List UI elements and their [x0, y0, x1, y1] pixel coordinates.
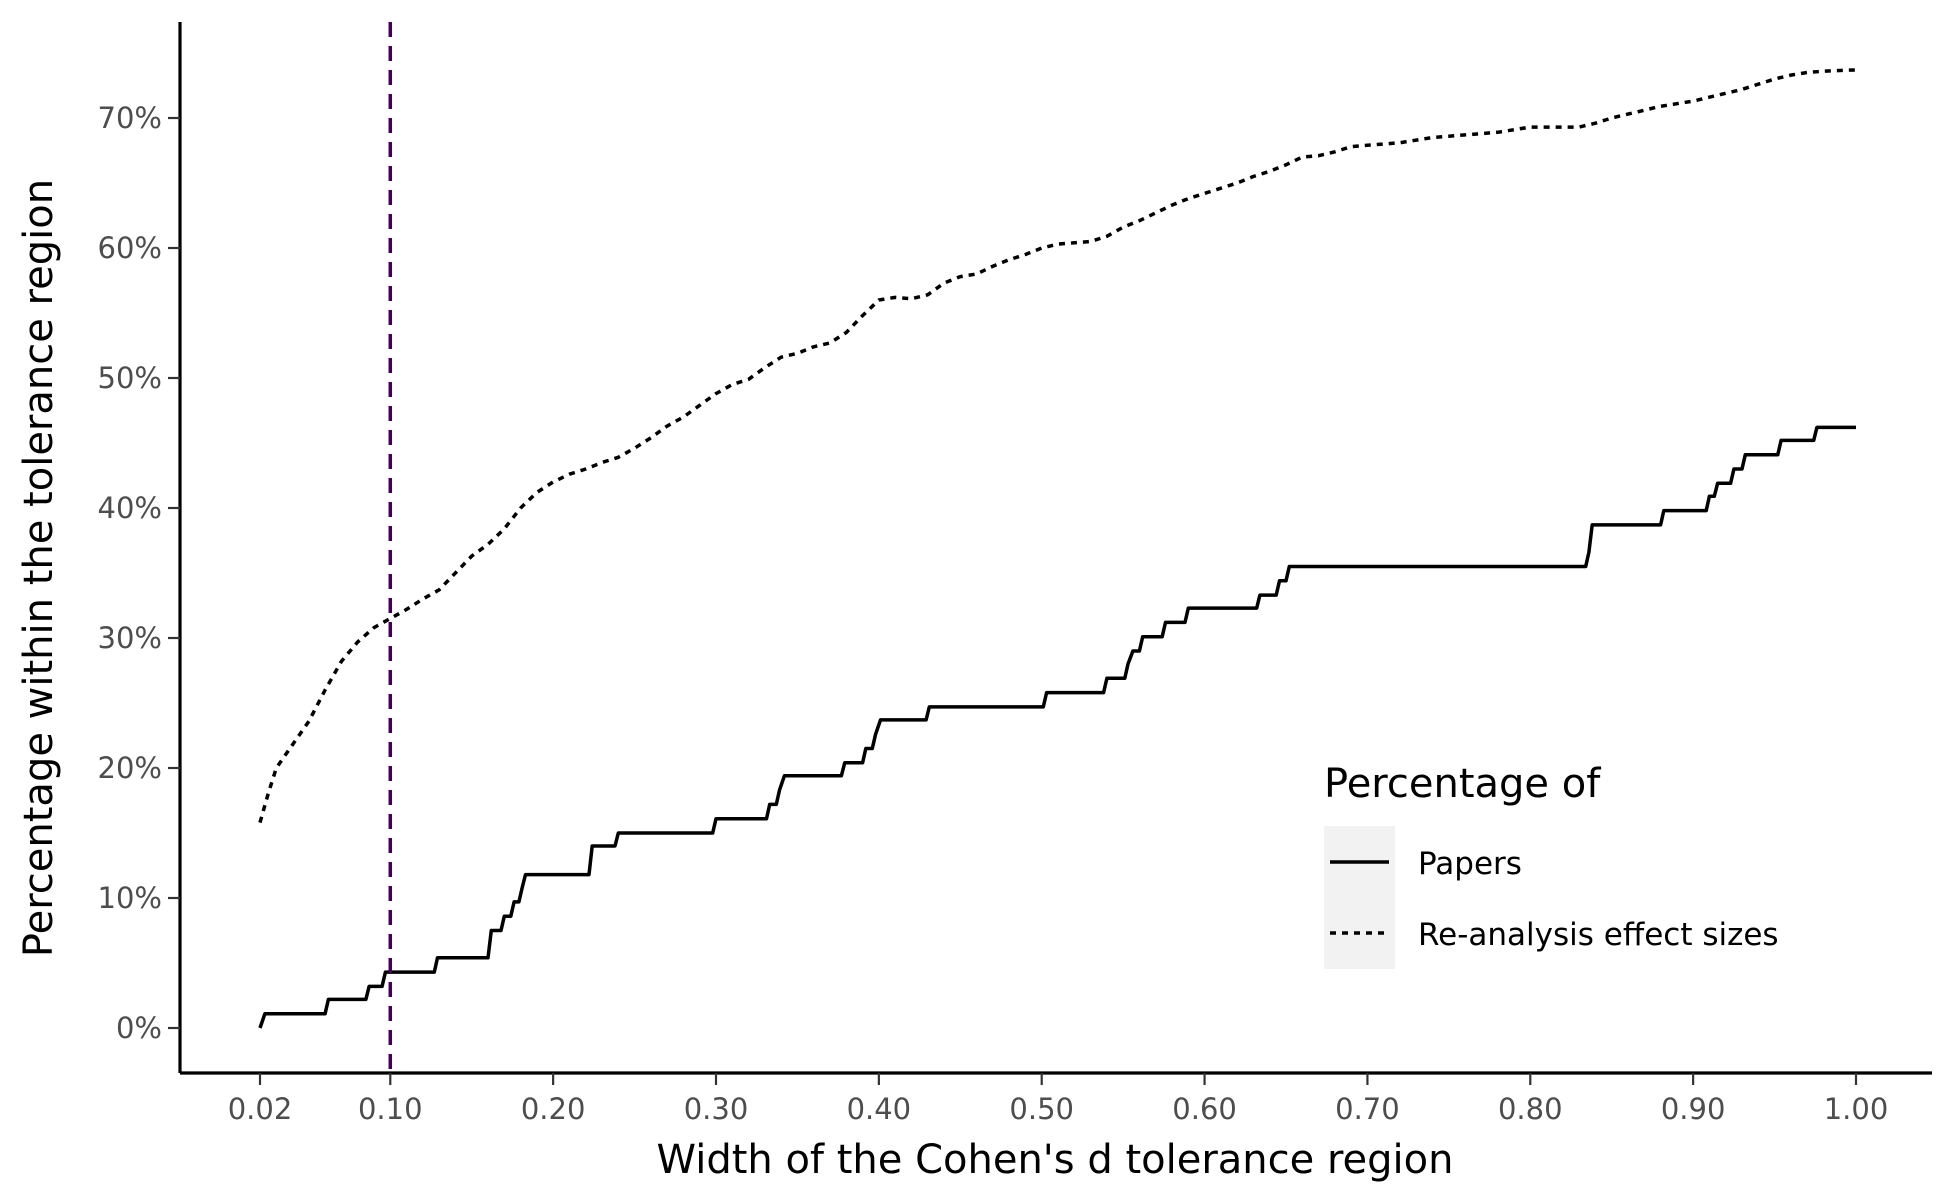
x-tick-label: 1.00 [1824, 1092, 1889, 1126]
y-tick-label: 10% [98, 881, 162, 915]
x-tick-label: 0.50 [1009, 1092, 1074, 1126]
y-tick-label: 0% [116, 1011, 162, 1045]
x-tick-label: 0.70 [1335, 1092, 1400, 1126]
x-ticks: 0.02 0.10 0.20 0.30 0.40 0.50 0.60 0.70 0.80 0.90… [228, 1073, 1889, 1126]
series-layer [258, 68, 1857, 1029]
series-line-reanalysis [258, 68, 1857, 824]
y-tick-label: 60% [98, 231, 162, 265]
y-tick-label: 40% [98, 491, 162, 525]
x-tick-label: 0.02 [228, 1092, 293, 1126]
x-tick-label: 0.30 [684, 1092, 749, 1126]
y-ticks: 0% 10% 20% 30% 40% 50% 60% 70% [98, 101, 180, 1045]
legend-key-background [1324, 826, 1395, 969]
x-axis-title: Width of the Cohen's d tolerance region [657, 1137, 1454, 1183]
x-tick-label: 0.80 [1498, 1092, 1563, 1126]
y-axis-title: Percentage within the tolerance region [16, 179, 62, 957]
legend-label-reanalysis: Re-analysis effect sizes [1418, 917, 1779, 953]
series-line-papers [258, 425, 1856, 1029]
y-tick-label: 30% [98, 621, 162, 655]
x-tick-label: 0.40 [847, 1092, 912, 1126]
y-tick-label: 70% [98, 101, 162, 135]
x-tick-label: 0.10 [358, 1092, 423, 1126]
legend-title: Percentage of [1324, 761, 1601, 807]
x-tick-label: 0.60 [1172, 1092, 1237, 1126]
legend-label-papers: Papers [1418, 846, 1522, 882]
y-tick-label: 20% [98, 751, 162, 785]
y-tick-label: 50% [98, 361, 162, 395]
x-tick-label: 0.20 [521, 1092, 586, 1126]
legend: Percentage of Papers Re-analysis effect … [1324, 761, 1779, 969]
plot-area: 0.02 0.10 0.20 0.30 0.40 0.50 0.60 0.70 0.80 0.90… [98, 22, 1932, 1126]
x-tick-label: 0.90 [1661, 1092, 1726, 1126]
